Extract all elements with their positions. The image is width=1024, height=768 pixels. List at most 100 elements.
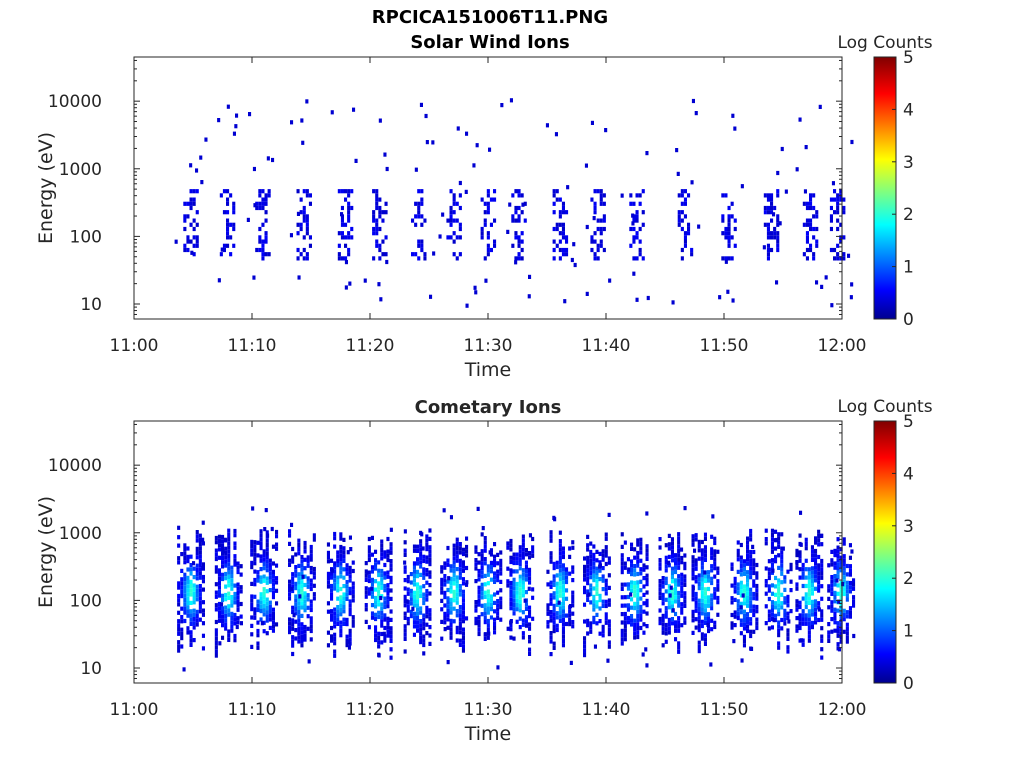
data-cell: [589, 591, 593, 597]
data-cell: [195, 584, 199, 589]
data-cell: [629, 193, 633, 198]
data-cell: [820, 567, 824, 572]
data-cell: [291, 618, 295, 623]
data-cell: [333, 624, 337, 629]
data-cell: [339, 624, 343, 629]
data-cell: [558, 593, 562, 598]
data-cell: [836, 201, 840, 206]
data-cell: [204, 137, 208, 142]
data-cell: [749, 629, 753, 634]
data-cell: [489, 197, 493, 202]
data-cell: [291, 622, 295, 627]
data-cell: [419, 551, 423, 556]
data-cell: [736, 603, 740, 608]
data-cell: [375, 231, 379, 236]
data-cell: [736, 582, 740, 587]
data-cell: [599, 197, 603, 202]
data-cell: [836, 566, 840, 571]
data-cell: [836, 608, 840, 613]
data-cell: [192, 587, 196, 592]
data-cell: [348, 603, 352, 608]
data-cell: [486, 231, 490, 236]
data-cell: [258, 189, 262, 194]
data-cell: [506, 579, 510, 584]
data-cell: [288, 625, 292, 630]
data-cell: [389, 546, 393, 551]
data-cell: [777, 641, 781, 646]
data-cell: [195, 222, 199, 227]
data-cell: [770, 532, 774, 538]
data-cell: [731, 298, 735, 303]
data-cell: [183, 618, 187, 624]
data-cell: [767, 559, 771, 564]
data-cell: [333, 578, 337, 583]
data-cell: [512, 556, 516, 561]
data-cell: [298, 594, 302, 599]
data-cell: [726, 289, 730, 294]
data-cell: [694, 608, 698, 613]
data-cell: [493, 592, 497, 597]
data-cell: [691, 538, 695, 543]
data-cell: [810, 583, 814, 588]
data-cell: [836, 583, 840, 588]
data-cell: [586, 576, 590, 581]
data-cell: [221, 593, 225, 598]
panel1-colorbar-tick-label: 0: [903, 310, 914, 330]
data-cell: [416, 599, 420, 604]
data-cell: [836, 591, 840, 596]
data-cell: [294, 598, 298, 603]
data-cell: [364, 561, 368, 566]
data-cell: [477, 560, 481, 565]
data-cell: [812, 256, 816, 261]
data-cell: [348, 607, 352, 612]
data-cell: [528, 635, 532, 640]
data-cell: [623, 561, 627, 566]
data-cell: [300, 567, 304, 572]
data-cell: [746, 544, 750, 550]
data-cell: [680, 256, 684, 261]
data-cell: [251, 506, 255, 511]
data-cell: [224, 584, 228, 589]
data-cell: [732, 639, 736, 644]
data-cell: [727, 239, 731, 244]
data-cell: [363, 278, 367, 283]
data-cell: [294, 552, 298, 557]
data-cell: [214, 619, 218, 625]
data-cell: [814, 578, 818, 583]
data-cell: [514, 189, 518, 194]
data-cell: [848, 543, 852, 548]
data-cell: [697, 224, 701, 229]
data-cell: [517, 243, 521, 248]
data-cell: [804, 613, 808, 618]
data-cell: [664, 606, 668, 611]
data-cell: [365, 570, 369, 575]
data-cell: [842, 583, 846, 588]
data-cell: [221, 564, 225, 569]
data-cell: [667, 596, 671, 601]
data-cell: [406, 621, 410, 626]
data-cell: [347, 189, 351, 194]
data-cell: [259, 575, 263, 580]
data-cell: [326, 571, 330, 576]
data-cell: [691, 555, 695, 560]
data-cell: [523, 201, 527, 206]
data-cell: [595, 604, 599, 609]
data-cell: [639, 567, 643, 572]
data-cell: [749, 533, 753, 538]
data-cell: [697, 619, 701, 624]
data-cell: [291, 651, 295, 657]
data-cell: [638, 252, 642, 257]
data-cell: [780, 626, 784, 631]
data-cell: [217, 118, 221, 123]
data-cell: [386, 587, 390, 592]
data-cell: [372, 226, 376, 232]
data-cell: [483, 603, 487, 608]
data-cell: [767, 584, 771, 589]
data-cell: [383, 550, 387, 555]
data-cell: [230, 628, 234, 633]
data-cell: [198, 600, 202, 605]
data-cell: [446, 613, 450, 618]
data-cell: [770, 625, 774, 630]
data-cell: [236, 582, 240, 587]
data-cell: [250, 560, 254, 565]
